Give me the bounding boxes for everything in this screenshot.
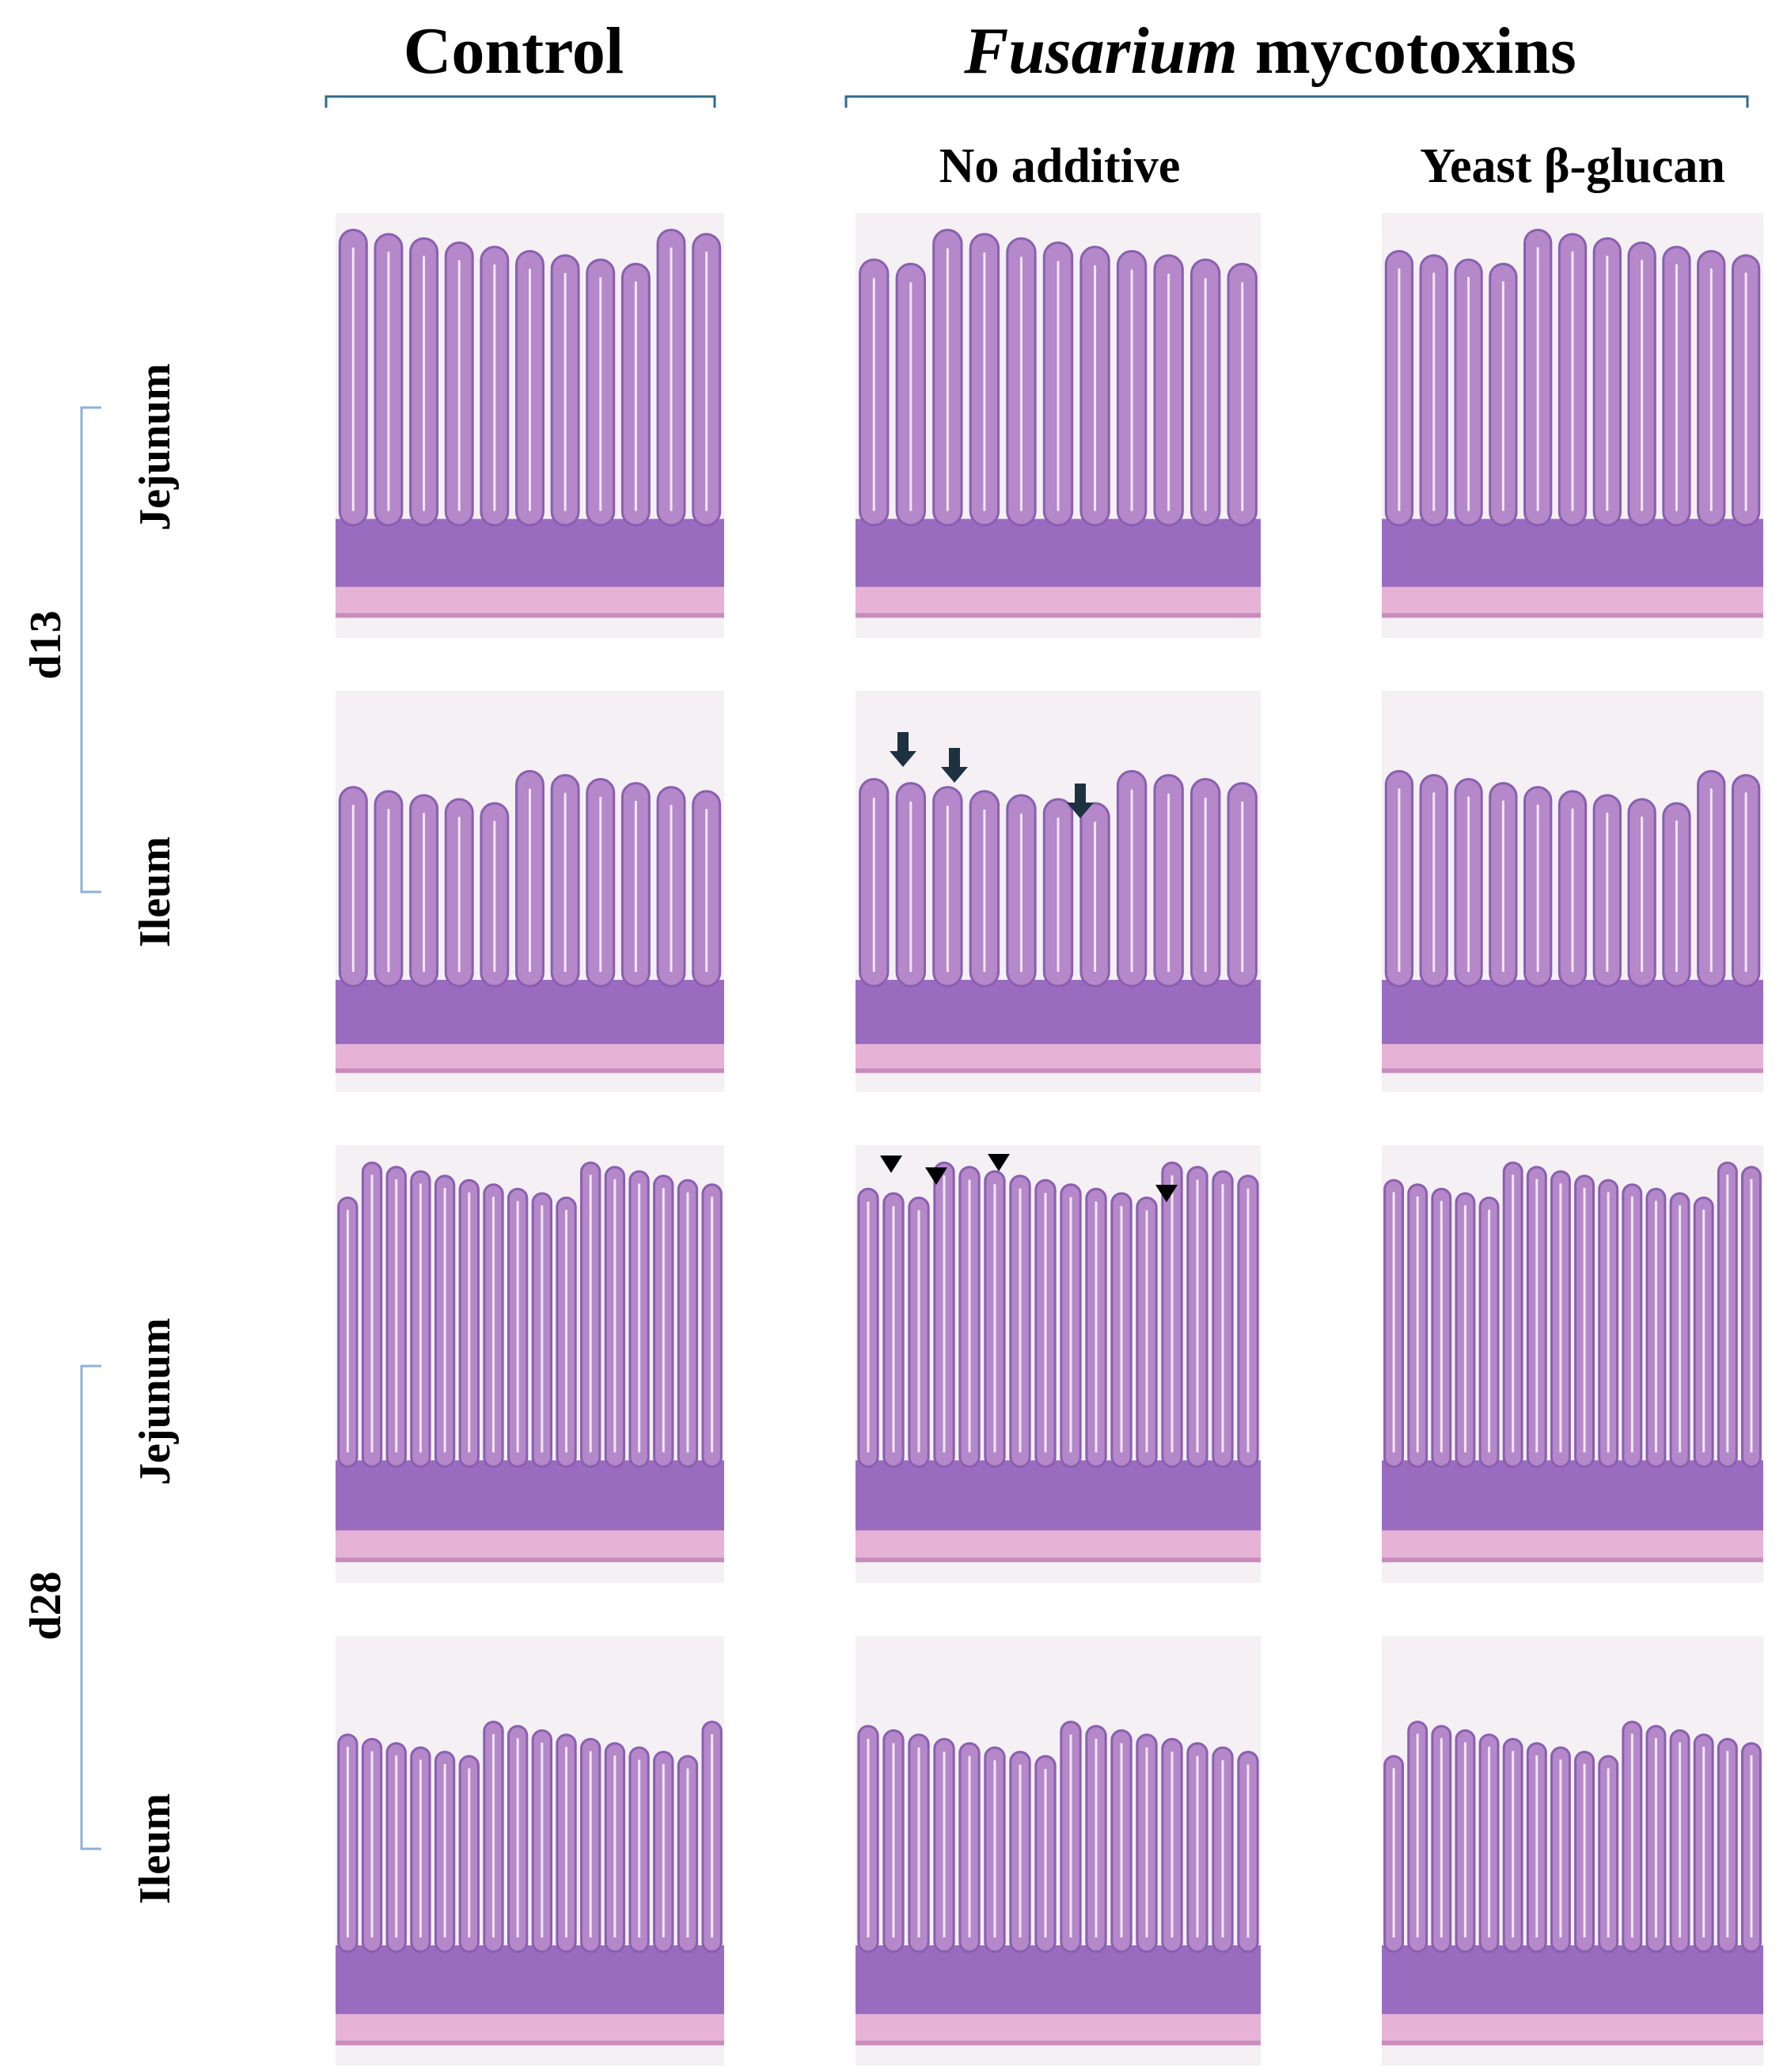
row-label: Ileum [131, 837, 180, 947]
serosa [1382, 613, 1763, 618]
arrow-marker [941, 748, 968, 783]
crypt-layer [856, 980, 1261, 1045]
arrow-marker [890, 732, 916, 767]
histology-panel [856, 1145, 1261, 1583]
control-bracket [324, 95, 716, 108]
serosa [1382, 1557, 1763, 1562]
histology-panel [856, 1636, 1261, 2066]
group-label: d28 [21, 1571, 70, 1640]
histology-panel [856, 213, 1261, 638]
histology-panel [856, 691, 1261, 1092]
crypt-layer [336, 1945, 724, 2014]
arrowhead-marker [925, 1167, 947, 1185]
histology-panel [336, 213, 724, 638]
serosa [336, 613, 724, 618]
treatment-italic: Fusarium [963, 14, 1238, 88]
arrow-marker [1067, 784, 1094, 818]
crypt-layer [856, 518, 1261, 587]
crypt-layer [1382, 518, 1763, 587]
crypt-layer [336, 980, 724, 1045]
serosa [336, 2040, 724, 2046]
arrowhead-marker [988, 1154, 1010, 1171]
crypt-layer [336, 1460, 724, 1531]
crypt-layer [856, 1460, 1261, 1531]
treatment-bracket [844, 95, 1749, 108]
histology-panel [1382, 213, 1763, 638]
serosa [856, 2040, 1261, 2046]
control-header: Control [404, 14, 624, 88]
serosa [1382, 1068, 1763, 1073]
row-label: Ileum [131, 1793, 180, 1904]
serosa [856, 1557, 1261, 1562]
row-label: Jejunum [131, 1318, 180, 1486]
subheader: No additive [939, 139, 1181, 193]
treatment-header: Fusarium mycotoxins [963, 14, 1576, 88]
histology-panel [336, 691, 724, 1092]
crypt-layer [1382, 1945, 1763, 2014]
panels [336, 213, 1763, 2066]
arrowhead-marker [1155, 1185, 1178, 1202]
row-label: Jejunum [131, 363, 180, 531]
serosa [336, 1557, 724, 1562]
serosa [856, 613, 1261, 618]
crypt-layer [336, 518, 724, 587]
group-bracket [80, 406, 101, 894]
serosa [1382, 2040, 1763, 2046]
histology-panel [1382, 1145, 1763, 1583]
serosa [336, 1068, 724, 1073]
group-label: d13 [21, 610, 70, 679]
histology-panel [1382, 1636, 1763, 2066]
crypt-layer [1382, 1460, 1763, 1531]
arrowhead-marker [880, 1156, 902, 1173]
histology-panel [1382, 691, 1763, 1092]
histology-panel [336, 1145, 724, 1583]
treatment-rest: mycotoxins [1255, 14, 1576, 88]
histology-panel [336, 1636, 724, 2066]
crypt-layer [1382, 980, 1763, 1045]
group-bracket [80, 1364, 101, 1850]
crypt-layer [856, 1945, 1261, 2014]
serosa [856, 1068, 1261, 1073]
subheader: Yeast β-glucan [1420, 139, 1725, 193]
